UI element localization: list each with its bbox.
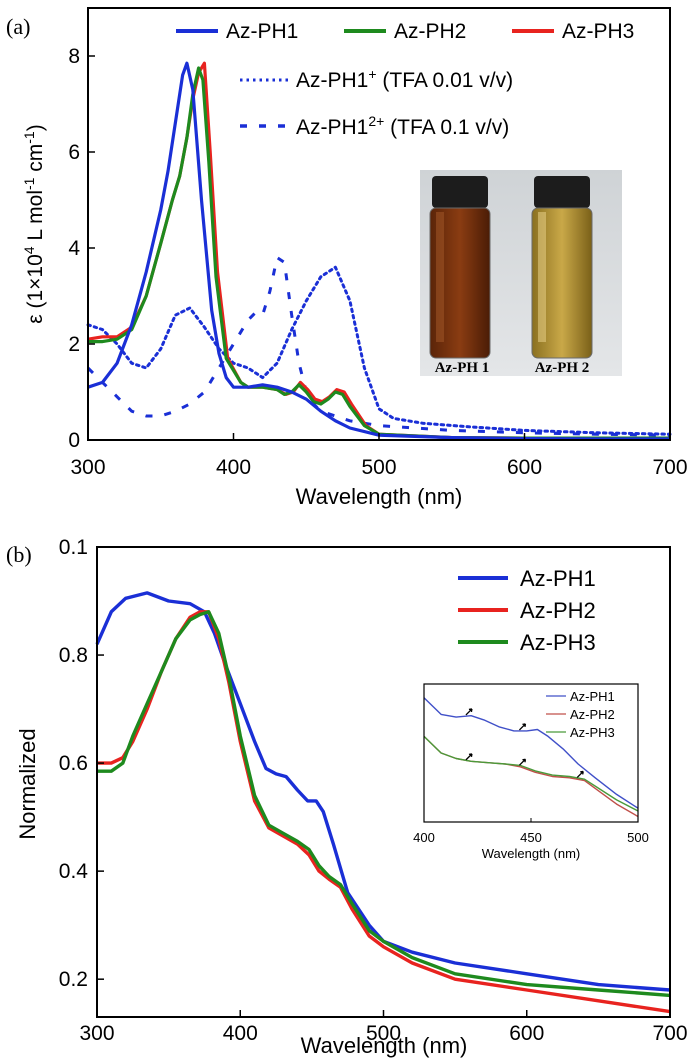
panel-b-series — [95, 591, 671, 1014]
inset-arrow-marker — [465, 708, 473, 716]
series-b-line-az-ph1 — [95, 591, 671, 992]
x-tick-label: 600 — [507, 456, 542, 479]
panel-a-y-axis-label: ε (1×104 L mol-1 cm-1) — [21, 124, 47, 323]
panel-b-y-axis-label: Normalized — [15, 728, 40, 839]
inset-arrow-marker — [576, 770, 584, 778]
inset-line-az-ph1 — [423, 697, 639, 809]
inset-arrow-marker — [518, 723, 527, 731]
vial-photo: Az-PH 1 Az-PH 2 — [420, 170, 622, 376]
inset-ticks: 400 450 500 — [413, 818, 649, 845]
series-line-az-ph1-2-tfa-0-1-v-v — [86, 256, 671, 437]
vial-2-cap — [534, 176, 590, 208]
y-tick-label: 0.1 — [59, 536, 88, 559]
panel-a-ticks: 300 400 500 600 700 0 2 4 6 8 — [68, 45, 687, 479]
series-line-az-ph1-tfa-0-01-v-v — [86, 265, 672, 436]
inset-x-tick-label: 500 — [627, 830, 649, 845]
series-line-az-ph2 — [88, 66, 670, 440]
legend-label-az-ph3: Az-PH3 — [562, 20, 634, 43]
legend-label-az-ph1-plus: Az-PH1+ (TFA 0.01 v/v) — [296, 66, 513, 92]
inset-arrow-marker — [518, 758, 527, 766]
x-tick-label: 600 — [509, 1022, 544, 1045]
panel-label-b: (b) — [6, 542, 32, 567]
y-tick-label: 8 — [68, 45, 80, 68]
series-b-line-az-ph3 — [97, 610, 671, 998]
series-line-az-ph1 — [87, 61, 670, 441]
y-tick-label: 0 — [68, 429, 80, 452]
inset-x-axis-label: Wavelength (nm) — [482, 846, 581, 861]
x-tick-label: 400 — [223, 1022, 258, 1045]
y-tick-label: 4 — [68, 237, 80, 260]
vial-1-liquid — [429, 207, 491, 359]
panel-b-legend: Az-PH1 Az-PH2 Az-PH3 — [458, 566, 596, 655]
inset-legend-label-az-ph1: Az-PH1 — [570, 689, 615, 704]
x-tick-label: 700 — [652, 1022, 687, 1045]
vial-1-cap — [432, 176, 488, 208]
inset-legend-label-az-ph2: Az-PH2 — [570, 707, 615, 722]
x-tick-label: 300 — [79, 1022, 114, 1045]
inset-line-az-ph3 — [423, 735, 639, 812]
legend-b-label-az-ph3: Az-PH3 — [520, 630, 596, 655]
y-tick-label: 0.4 — [59, 860, 89, 883]
panel-b-x-axis-label: Wavelength (nm) — [301, 1033, 468, 1058]
panel-a-legend: Az-PH1 Az-PH2 Az-PH3 Az-PH1+ (TFA 0.01 v… — [176, 20, 634, 139]
inset-background — [424, 684, 638, 822]
inset-x-tick-label: 400 — [413, 830, 435, 845]
inset-arrow-marker — [465, 753, 473, 761]
panel-b-ticks: 300 400 500 600 700 0.2 0.4 0.6 0.8 0.1 — [59, 536, 688, 1045]
y-tick-label: 0.6 — [59, 752, 88, 775]
x-tick-label: 500 — [366, 1022, 401, 1045]
legend-b-label-az-ph2: Az-PH2 — [520, 598, 596, 623]
y-tick-label: 2 — [68, 333, 80, 356]
x-tick-label: 300 — [70, 456, 105, 479]
x-tick-label: 700 — [652, 456, 687, 479]
legend-label-az-ph1: Az-PH1 — [226, 20, 298, 43]
legend-label-az-ph2: Az-PH2 — [394, 20, 466, 43]
legend-label-az-ph1-2plus: Az-PH12+ (TFA 0.1 v/v) — [296, 113, 509, 139]
panel-b-inset: 400 450 500 Wavelength (nm) Az-PH1 Az-PH2 … — [413, 683, 649, 861]
vial-2-label: Az-PH 2 — [535, 360, 590, 376]
panel-a-series — [86, 61, 672, 441]
inset-legend: Az-PH1 Az-PH2 Az-PH3 — [546, 689, 615, 740]
panel-label-a: (a) — [6, 14, 30, 39]
vial-1-label: Az-PH 1 — [435, 360, 490, 376]
inset-series — [423, 697, 639, 818]
y-tick-label: 6 — [68, 141, 80, 164]
x-tick-label: 400 — [216, 456, 251, 479]
x-tick-label: 500 — [361, 456, 396, 479]
y-tick-label: 0.2 — [59, 968, 88, 991]
vial-2-glare — [538, 212, 546, 342]
vial-1-glare — [436, 212, 444, 342]
panel-a-x-axis-label: Wavelength (nm) — [296, 484, 463, 509]
inset-x-tick-label: 450 — [520, 830, 542, 845]
inset-legend-label-az-ph3: Az-PH3 — [570, 725, 615, 740]
legend-b-label-az-ph1: Az-PH1 — [520, 566, 596, 591]
y-tick-label: 0.8 — [59, 644, 88, 667]
vial-2-liquid — [531, 207, 593, 359]
